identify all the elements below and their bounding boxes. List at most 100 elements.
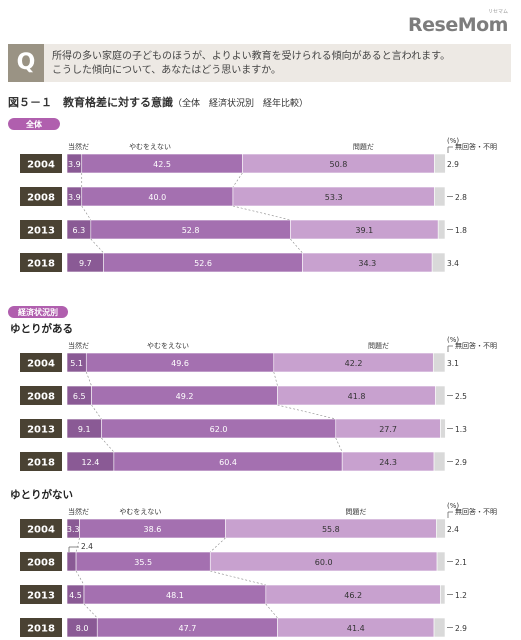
question-box: Q 所得の多い家庭の子どものほうが、よりよい教育を受けられる傾向があると言われま…: [8, 44, 511, 82]
legend-label-atarimae: 当然だ: [68, 341, 89, 350]
data-label: 27.7: [379, 425, 397, 434]
connector-line: [265, 603, 278, 619]
bar-segment: [431, 252, 446, 273]
connector-line: [90, 238, 104, 254]
data-label: 53.3: [325, 193, 343, 202]
legend-label-mondai: 問題だ: [345, 508, 366, 516]
year-label: 2008: [27, 392, 55, 403]
question-text: 所得の多い家庭の子どものほうが、よりよい教育を受けられる傾向があると言われます。…: [52, 50, 507, 78]
data-label: 3.1: [447, 359, 459, 368]
data-label: 1.8: [455, 226, 467, 235]
bar-segment: [432, 352, 446, 373]
connector-line: [75, 570, 85, 586]
data-label: 1.3: [455, 425, 467, 434]
connector-line: [335, 437, 343, 453]
group-pill-label: 全体: [25, 119, 43, 129]
group-heading: ゆとりがある: [10, 322, 73, 335]
logo-kana: リセマム: [487, 9, 508, 15]
figure-title: 図５－１ 教育格差に対する意識（全体 経済状況別 経年比較）: [8, 94, 308, 110]
year-label-bg: [20, 253, 62, 272]
year-label: 2013: [27, 425, 55, 436]
logo-wordmark: ReseMom: [408, 14, 508, 36]
connector-line: [83, 603, 98, 619]
data-label: 42.2: [345, 359, 363, 368]
figure-title-main: 図５－１ 教育格差に対する意識: [8, 96, 173, 109]
data-label: 60.4: [219, 458, 237, 467]
year-label-bg: [20, 552, 62, 571]
legend-label-mukaitou: 無回答・不明: [455, 507, 497, 516]
bar-segment: [435, 385, 446, 406]
year-label: 2004: [27, 525, 55, 536]
data-label: 24.3: [379, 458, 397, 467]
data-label: 4.5: [69, 591, 82, 600]
data-label: 1.2: [455, 591, 467, 600]
connector-line: [210, 570, 266, 586]
data-label: 41.4: [347, 624, 365, 633]
data-label: 3.9: [68, 193, 81, 202]
year-label-bg: [20, 353, 62, 372]
data-label: 3.9: [68, 160, 81, 169]
bar-segment: [434, 153, 446, 174]
data-label: 2.9: [447, 160, 459, 169]
legend-label-mondai: 問題だ: [368, 342, 389, 350]
data-label: 2.1: [455, 558, 467, 567]
connector-line: [273, 371, 278, 387]
bar-segment: [440, 418, 446, 439]
data-label: 35.5: [134, 558, 152, 567]
connector-line: [210, 537, 226, 553]
question-mark-icon: Q: [8, 44, 44, 82]
data-label: 46.2: [344, 591, 362, 600]
data-label: 34.3: [358, 259, 376, 268]
data-label: 60.0: [315, 558, 333, 567]
year-label: 2013: [27, 226, 55, 237]
legend-label-atarimae: 当然だ: [68, 507, 89, 516]
data-label: 5.1: [70, 359, 83, 368]
data-label: 2.8: [455, 193, 467, 202]
data-label: 2.9: [455, 624, 467, 633]
year-label: 2004: [27, 160, 55, 171]
data-label: 9.7: [79, 259, 92, 268]
year-label-bg: [20, 618, 62, 637]
year-label: 2004: [27, 359, 55, 370]
bar-segment: [66, 551, 77, 572]
year-label-bg: [20, 452, 62, 471]
group-pill-bg: [8, 118, 60, 130]
connector-line: [290, 238, 303, 254]
year-label: 2008: [27, 558, 55, 569]
connector-line: [277, 404, 336, 420]
year-label-bg: [20, 519, 62, 538]
data-label: 12.4: [82, 458, 100, 467]
data-label: 2.5: [455, 392, 467, 401]
data-label: 49.6: [171, 359, 189, 368]
data-label: 47.7: [178, 624, 196, 633]
data-label: 39.1: [355, 226, 373, 235]
year-label-bg: [20, 187, 62, 206]
question-line-1: 所得の多い家庭の子どものほうが、よりよい教育を受けられる傾向があると言われます。: [52, 51, 451, 62]
legend-label-yamuwoenai: やむをえない: [119, 508, 161, 516]
data-label: 2.4: [81, 542, 93, 551]
year-label: 2013: [27, 591, 55, 602]
year-label-bg: [20, 154, 62, 173]
year-label: 2018: [27, 624, 55, 635]
data-label: 40.0: [148, 193, 166, 202]
data-label: 52.8: [182, 226, 200, 235]
bar-segment: [436, 551, 446, 572]
connector-line: [91, 404, 102, 420]
data-label: 6.3: [73, 226, 86, 235]
connector-line: [75, 537, 80, 553]
group-pill-label: 経済状況別: [18, 307, 58, 317]
bar-segment: [433, 451, 446, 472]
resemom-logo: ReseMom リセマム: [408, 8, 512, 40]
year-label-bg: [20, 386, 62, 405]
legend-label-mukaitou: 無回答・不明: [455, 341, 497, 350]
data-label: 6.5: [73, 392, 86, 401]
data-label: 42.5: [153, 160, 171, 169]
year-label-bg: [20, 220, 62, 239]
connector-line: [232, 205, 291, 221]
data-label: 38.6: [144, 525, 162, 534]
year-label-bg: [20, 585, 62, 604]
bar-segment: [436, 518, 446, 539]
legend-label-yamuwoenai: やむをえない: [129, 143, 171, 151]
bar-segment: [433, 617, 446, 638]
